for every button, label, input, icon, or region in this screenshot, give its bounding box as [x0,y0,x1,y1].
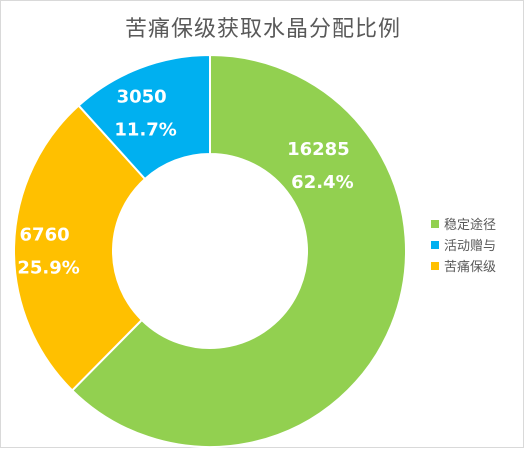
legend-item-pain: 苦痛保级 [431,255,496,276]
legend-item-event: 活动赠与 [431,234,496,255]
legend-item-stable: 稳定途径 [431,213,496,234]
chart-title: 苦痛保级获取水晶分配比例 [124,17,401,42]
data-label-value-1: 6760 [20,225,70,246]
data-label-value-0: 16285 [287,139,350,160]
data-label-percent-0: 62.4% [291,172,353,193]
donut-slice-2 [77,53,211,181]
legend-swatch-pain [431,261,439,270]
legend: 稳定途径 活动赠与 苦痛保级 [431,213,496,276]
legend-swatch-event [431,240,439,249]
legend-swatch-stable [431,219,439,228]
donut-slice-1 [13,104,147,392]
legend-label-pain: 苦痛保级 [444,260,497,275]
legend-label-stable: 稳定途径 [444,218,497,233]
donut-slice-0 [70,53,407,448]
data-label-value-2: 3050 [117,87,167,108]
donut-labels: 16285 62.4% 6760 25.9% 3050 11.7% [17,87,353,279]
donut-slices [13,53,407,448]
data-label-percent-1: 25.9% [17,258,79,279]
legend-label-event: 活动赠与 [444,239,497,254]
data-label-percent-2: 11.7% [114,120,176,141]
